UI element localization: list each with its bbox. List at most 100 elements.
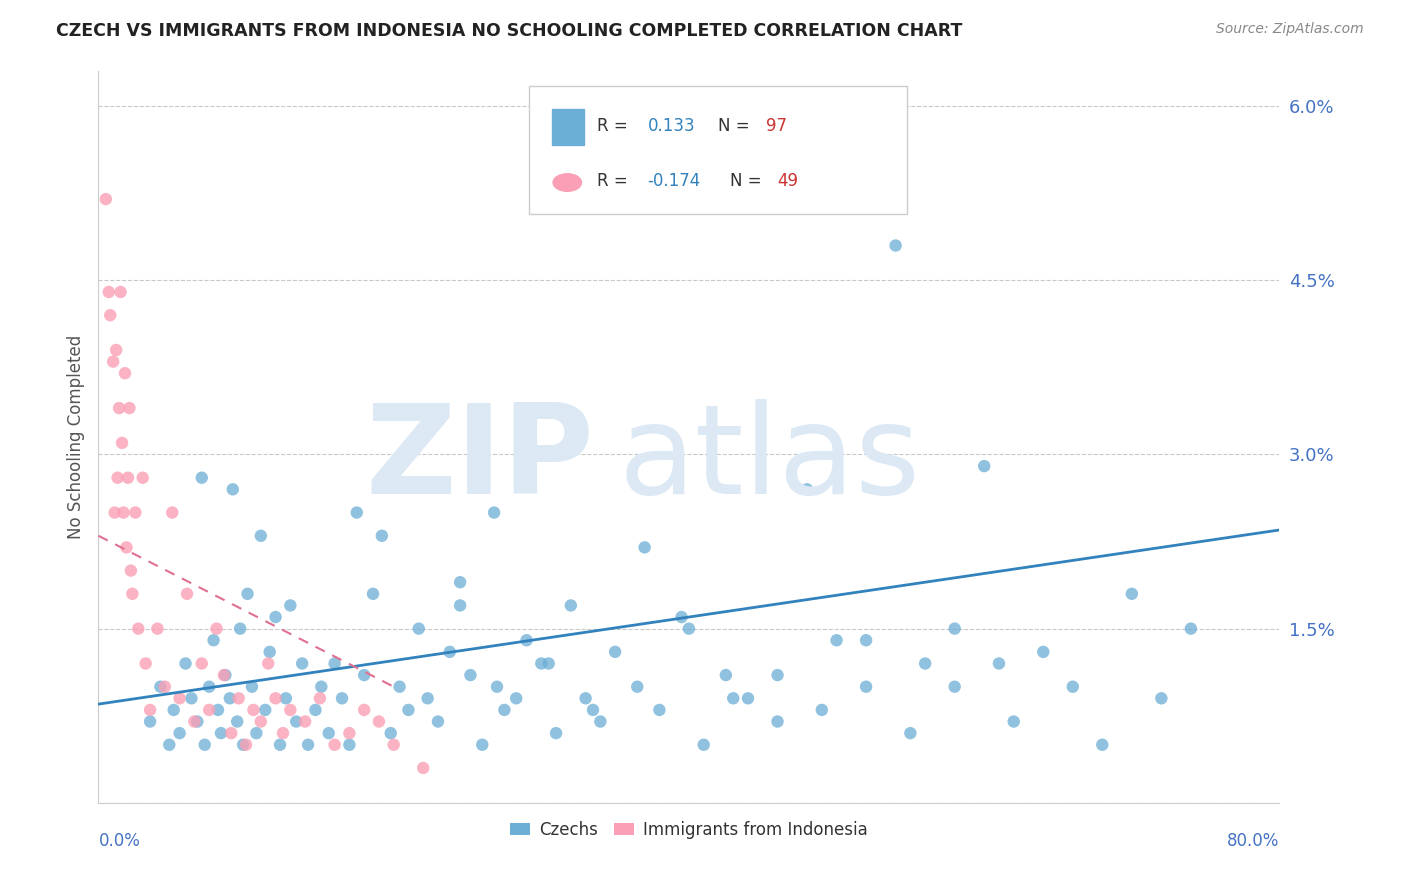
Point — [884, 238, 907, 252]
Point — [121, 587, 143, 601]
Point — [382, 738, 405, 752]
Point — [169, 726, 191, 740]
Point — [408, 622, 430, 636]
Point — [94, 192, 117, 206]
Point — [693, 738, 716, 752]
Point — [149, 680, 172, 694]
Point — [191, 657, 214, 671]
Point — [176, 587, 198, 601]
Point — [582, 703, 605, 717]
Point — [1121, 587, 1143, 601]
Point — [398, 703, 420, 717]
Point — [766, 714, 789, 729]
Point — [537, 657, 560, 671]
Point — [285, 714, 308, 729]
Point — [1062, 680, 1084, 694]
Text: CZECH VS IMMIGRANTS FROM INDONESIA NO SCHOOLING COMPLETED CORRELATION CHART: CZECH VS IMMIGRANTS FROM INDONESIA NO SC… — [56, 22, 963, 40]
Point — [271, 726, 294, 740]
Point — [811, 703, 834, 717]
Point — [589, 714, 612, 729]
Text: R =: R = — [596, 117, 633, 136]
Point — [1180, 622, 1202, 636]
Point — [796, 483, 818, 497]
Point — [153, 680, 176, 694]
Point — [280, 599, 302, 613]
Point — [118, 401, 141, 415]
Point — [229, 622, 252, 636]
Point — [111, 436, 134, 450]
Point — [323, 657, 346, 671]
Point — [973, 459, 995, 474]
Point — [634, 541, 657, 555]
Point — [146, 622, 169, 636]
Point — [191, 471, 214, 485]
Point — [194, 738, 217, 752]
Point — [494, 703, 516, 717]
Point — [988, 657, 1011, 671]
Point — [530, 657, 553, 671]
Point — [388, 680, 411, 694]
Point — [259, 645, 281, 659]
Point — [174, 657, 197, 671]
Point — [766, 668, 789, 682]
Point — [139, 714, 162, 729]
Point — [714, 668, 737, 682]
Point — [471, 738, 494, 752]
Legend: Czechs, Immigrants from Indonesia: Czechs, Immigrants from Indonesia — [503, 814, 875, 846]
Text: N =: N = — [730, 172, 768, 190]
Point — [202, 633, 225, 648]
Point — [98, 308, 121, 322]
Point — [257, 657, 280, 671]
Point — [207, 703, 229, 717]
Point — [186, 714, 208, 729]
Point — [427, 714, 450, 729]
Point — [1091, 738, 1114, 752]
Point — [162, 506, 183, 520]
Text: Source: ZipAtlas.com: Source: ZipAtlas.com — [1216, 22, 1364, 37]
Point — [505, 691, 527, 706]
Point — [626, 680, 648, 694]
Point — [120, 564, 142, 578]
Point — [1002, 714, 1025, 729]
Point — [108, 401, 131, 415]
Point — [380, 726, 402, 740]
Point — [560, 599, 582, 613]
Point — [264, 610, 287, 624]
Point — [274, 691, 297, 706]
Point — [104, 506, 127, 520]
Point — [269, 738, 291, 752]
Point — [254, 703, 277, 717]
Point — [297, 738, 319, 752]
Point — [309, 691, 332, 706]
Text: -0.174: -0.174 — [648, 172, 700, 190]
Point — [107, 471, 129, 485]
Point — [678, 622, 700, 636]
Point — [648, 703, 671, 717]
Point — [449, 575, 471, 590]
Point — [212, 668, 235, 682]
FancyBboxPatch shape — [553, 109, 583, 145]
Circle shape — [553, 174, 582, 191]
Text: atlas: atlas — [619, 399, 920, 519]
Point — [97, 285, 120, 299]
Point — [235, 738, 257, 752]
Text: 80.0%: 80.0% — [1227, 832, 1279, 850]
Point — [222, 483, 245, 497]
Y-axis label: No Schooling Completed: No Schooling Completed — [66, 335, 84, 539]
Point — [482, 506, 505, 520]
Point — [214, 668, 236, 682]
Text: 0.133: 0.133 — [648, 117, 695, 136]
Point — [943, 622, 966, 636]
Point — [1032, 645, 1054, 659]
Point — [339, 726, 361, 740]
Point — [737, 691, 759, 706]
Point — [280, 703, 302, 717]
Point — [294, 714, 316, 729]
FancyBboxPatch shape — [530, 86, 907, 214]
Point — [105, 343, 128, 357]
Point — [132, 471, 155, 485]
Point — [112, 506, 135, 520]
Point — [353, 668, 375, 682]
Text: 49: 49 — [778, 172, 799, 190]
Point — [139, 703, 162, 717]
